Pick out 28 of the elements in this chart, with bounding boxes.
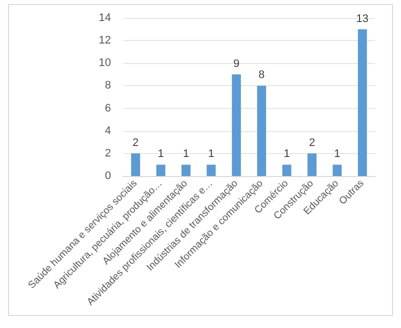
data-label: 2 — [308, 136, 316, 149]
bar — [358, 29, 367, 176]
y-tick-label: 10 — [98, 57, 111, 70]
bar — [232, 74, 241, 176]
y-tick-label: 0 — [104, 170, 111, 182]
bar — [206, 164, 216, 176]
y-tick-label: 6 — [104, 102, 111, 114]
data-label: 2 — [132, 136, 139, 149]
y-tick-label: 12 — [98, 34, 111, 47]
data-label: 1 — [334, 148, 340, 160]
bar — [182, 164, 190, 176]
data-label: 1 — [284, 148, 290, 160]
bar — [257, 86, 266, 176]
data-label: 1 — [182, 148, 190, 160]
y-tick-label: 2 — [104, 147, 111, 160]
data-label: 13 — [356, 12, 369, 25]
data-label: 8 — [258, 69, 265, 82]
bar — [156, 164, 166, 176]
data-label: 1 — [158, 148, 164, 160]
bar — [308, 153, 316, 176]
y-tick-label: 4 — [104, 124, 111, 137]
bar — [282, 164, 292, 176]
data-label: 9 — [233, 58, 240, 70]
bar — [332, 164, 342, 176]
y-tick-label: 14 — [98, 12, 111, 24]
y-tick-label: 8 — [104, 80, 111, 92]
bar — [131, 153, 140, 176]
data-label: 1 — [208, 148, 214, 160]
